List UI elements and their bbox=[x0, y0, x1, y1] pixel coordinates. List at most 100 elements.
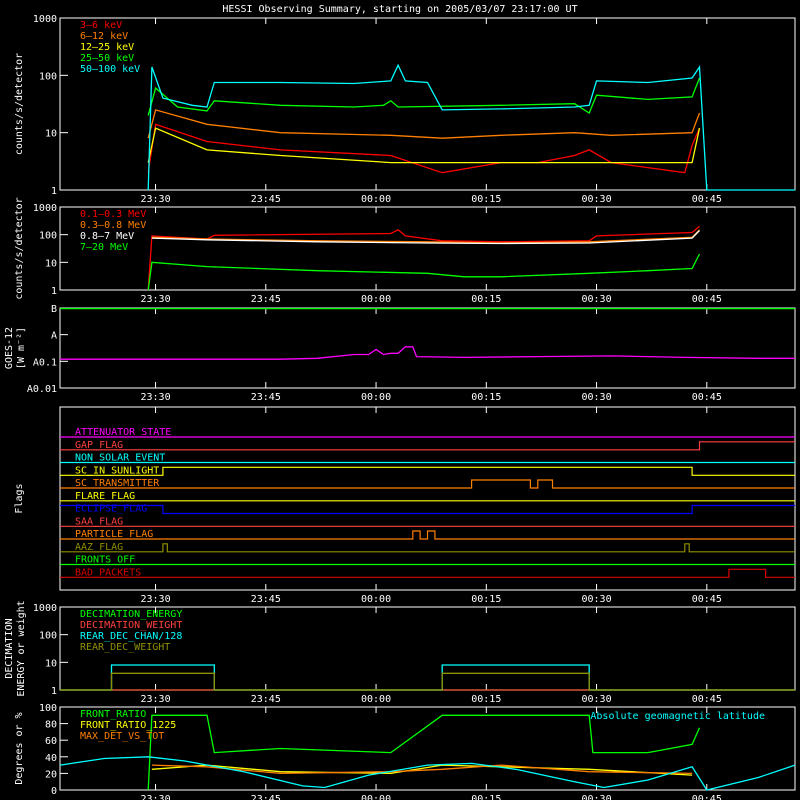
legend-entry: FRONT_RATIO bbox=[80, 709, 146, 720]
y-tick-label: A0.01 bbox=[27, 384, 57, 395]
x-tick-label: 23:45 bbox=[251, 794, 281, 800]
series-line bbox=[147, 77, 701, 116]
x-tick-label: 23:45 bbox=[251, 694, 281, 705]
flag-label: FRONTS_OFF bbox=[75, 555, 135, 566]
x-tick-label: 00:15 bbox=[471, 794, 501, 800]
y-tick-label: 100 bbox=[39, 231, 57, 242]
flag-label: GAP_FLAG bbox=[75, 440, 123, 451]
chart-annotation: Absolute geomagnetic latitude bbox=[590, 711, 765, 722]
x-tick-label: 00:15 bbox=[471, 694, 501, 705]
series-line bbox=[60, 664, 795, 691]
legend-entry: 6–12 keV bbox=[80, 31, 128, 42]
legend-entry: FRONT_RATIO_1225 bbox=[80, 720, 176, 731]
panel-gamma: 23:30 23:45 00:00 00:15 00:30 00:45 1 10 100 1000… bbox=[14, 197, 796, 305]
panel-frame bbox=[59, 706, 796, 791]
x-tick-label: 00:00 bbox=[361, 694, 391, 705]
x-tick-label: 00:30 bbox=[581, 194, 611, 205]
x-tick-label: 23:30 bbox=[140, 294, 170, 305]
x-tick-label: 00:45 bbox=[692, 294, 722, 305]
chart-title: HESSI Observing Summary, starting on 200… bbox=[222, 4, 577, 15]
panel-decimation: 23:30 23:45 00:00 00:15 00:30 00:45 1 10 100 1000… bbox=[4, 600, 796, 705]
y-axis-label: counts/s/detector bbox=[14, 53, 25, 155]
panel-goes: 23:30 23:45 00:00 00:15 00:30 00:45 A0.01 A0.1 A… bbox=[4, 304, 796, 403]
y-tick-label: 1000 bbox=[33, 603, 57, 614]
series-line bbox=[147, 109, 701, 139]
x-tick-label: 00:15 bbox=[471, 594, 501, 605]
x-tick-label: 00:30 bbox=[581, 392, 611, 403]
x-tick-label: 00:15 bbox=[471, 392, 501, 403]
y-axis-label: Flags bbox=[14, 483, 25, 513]
y-tick-label: 1 bbox=[51, 286, 57, 297]
series-line bbox=[147, 63, 795, 191]
legend-entry: 25–50 keV bbox=[80, 53, 134, 64]
flag-line bbox=[60, 466, 795, 476]
series-line bbox=[151, 229, 700, 244]
series-line bbox=[147, 225, 700, 291]
flag-label: SC_TRANSMITTER bbox=[75, 478, 160, 489]
y-tick-label: 10 bbox=[45, 258, 57, 269]
y-tick-label: 20 bbox=[45, 769, 57, 780]
series-line bbox=[59, 756, 796, 791]
flag-line bbox=[60, 568, 795, 578]
series-line bbox=[147, 253, 701, 291]
y-tick-label: 60 bbox=[45, 736, 57, 747]
flag-label: NON_SOLAR_EVENT bbox=[75, 453, 165, 464]
x-tick-label: 00:15 bbox=[471, 294, 501, 305]
x-tick-label: 00:00 bbox=[361, 794, 391, 800]
legend-entry: 0.8–7 MeV bbox=[80, 231, 134, 242]
y-axis-label: Degrees or % bbox=[14, 712, 25, 784]
x-tick-label: 00:00 bbox=[361, 194, 391, 205]
y-tick-label: 10 bbox=[45, 658, 57, 669]
x-tick-label: 23:45 bbox=[251, 294, 281, 305]
x-tick-label: 23:30 bbox=[140, 794, 170, 800]
panels-group: 23:30 23:45 00:00 00:15 00:30 00:451101001000… bbox=[4, 14, 796, 800]
flag-line bbox=[60, 441, 795, 451]
y-tick-label: 10 bbox=[45, 129, 57, 140]
series-line bbox=[147, 714, 701, 791]
series-line bbox=[147, 123, 701, 174]
flag-label: ECLIPSE_FLAG bbox=[75, 504, 147, 515]
legend-entry: 7–20 MeV bbox=[80, 242, 128, 253]
y-axis-label-2: [W m⁻²] bbox=[16, 327, 27, 369]
y-axis-label-2: ENERGY or weight bbox=[16, 600, 27, 696]
legend-entry: DECIMATION_WEIGHT bbox=[80, 620, 182, 631]
flag-label: PARTICLE_FLAG bbox=[75, 529, 153, 540]
flag-line bbox=[60, 543, 795, 553]
panel-xray_low: 23:30 23:45 00:00 00:15 00:30 00:45 1 10 100 1000… bbox=[14, 14, 796, 205]
legend-entry: 50–100 keV bbox=[80, 64, 140, 75]
series-line bbox=[151, 230, 700, 245]
x-tick-label: 23:30 bbox=[140, 194, 170, 205]
flag-line bbox=[60, 479, 795, 489]
x-tick-label: 00:30 bbox=[581, 294, 611, 305]
panel-frame bbox=[59, 17, 796, 191]
flag-label: AAZ_FLAG bbox=[75, 542, 123, 553]
y-axis-label: GOES-12 bbox=[4, 327, 15, 369]
series-line bbox=[60, 346, 795, 360]
y-tick-label: A0.1 bbox=[33, 357, 57, 368]
x-tick-label: 00:30 bbox=[581, 794, 611, 800]
legend-entry: 0.3–0.8 MeV bbox=[80, 220, 146, 231]
y-tick-label: 40 bbox=[45, 753, 57, 764]
flag-label: ATTENUATOR_STATE bbox=[75, 427, 171, 438]
x-tick-label: 00:45 bbox=[692, 794, 722, 800]
flag-line bbox=[60, 530, 795, 540]
x-tick-label: 00:00 bbox=[361, 594, 391, 605]
y-tick-label: 1000 bbox=[33, 203, 57, 214]
x-tick-label: 00:30 bbox=[581, 594, 611, 605]
y-axis-label: DECIMATION bbox=[4, 618, 15, 678]
x-tick-label: 23:45 bbox=[251, 392, 281, 403]
x-tick-label: 00:45 bbox=[692, 594, 722, 605]
legend-entry: 0.1–0.3 MeV bbox=[80, 209, 146, 220]
x-tick-label: 00:30 bbox=[581, 694, 611, 705]
series-line bbox=[147, 127, 701, 164]
panel-ratios: 23:30 23:45 00:00 00:15 00:30 00:45 0 20 40 60 80 1… bbox=[14, 703, 796, 800]
y-tick-label: A bbox=[51, 331, 57, 342]
flag-label: BAD_PACKETS bbox=[75, 567, 141, 578]
flag-line bbox=[60, 504, 795, 515]
legend-entry: 3–6 keV bbox=[80, 20, 122, 31]
y-tick-label: 100 bbox=[39, 703, 57, 714]
y-tick-label: 1 bbox=[51, 186, 57, 197]
x-tick-label: 23:45 bbox=[251, 194, 281, 205]
